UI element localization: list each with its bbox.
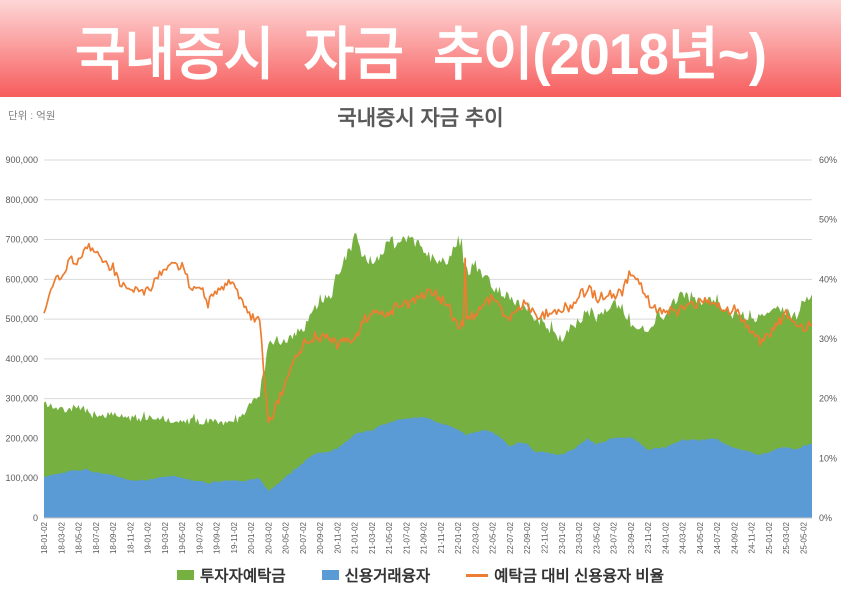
x-tick-label: 21-09-02 [420, 521, 429, 554]
legend-item-ratio: 예탁금 대비 신용융자 비율 [466, 564, 664, 586]
x-tick-label: 18-05-02 [75, 521, 84, 554]
x-tick-label: 25-03-02 [782, 521, 791, 554]
y-left-tick-label: 0 [33, 513, 38, 523]
x-tick-label: 21-01-02 [351, 521, 360, 554]
x-tick-label: 22-03-02 [471, 521, 480, 554]
y-right-tick-label: 60% [819, 155, 837, 165]
x-tick-label: 18-07-02 [92, 521, 101, 554]
x-tick-label: 20-11-02 [333, 521, 342, 553]
y-left-tick-label: 800,000 [5, 195, 38, 205]
x-tick-label: 23-09-02 [627, 521, 636, 554]
margin-loans-area [44, 416, 812, 518]
deposits-swatch [177, 570, 195, 580]
y-left-tick-label: 500,000 [5, 314, 38, 324]
x-tick-label: 23-05-02 [592, 521, 601, 554]
x-tick-label: 20-09-02 [316, 521, 325, 554]
x-tick-label: 21-07-02 [402, 521, 411, 554]
x-tick-label: 19-05-02 [178, 521, 187, 554]
y-right-tick-label: 0% [819, 513, 832, 523]
y-left-tick-label: 700,000 [5, 235, 38, 245]
x-tick-label: 19-11-02 [230, 521, 239, 553]
x-tick-label: 22-11-02 [540, 521, 549, 553]
y-left-tick-label: 100,000 [5, 473, 38, 483]
y-left-tick-label: 400,000 [5, 354, 38, 364]
legend-item-deposits: 투자자예탁금 [177, 564, 286, 586]
x-tick-label: 18-01-02 [40, 521, 49, 554]
x-tick-label: 18-03-02 [57, 521, 66, 554]
x-tick-label: 20-07-02 [299, 521, 308, 554]
banner: 국내증시 자금 추이(2018년~) [0, 0, 841, 97]
x-tick-label: 22-09-02 [523, 521, 532, 554]
x-tick-label: 23-11-02 [644, 521, 653, 553]
x-tick-label: 23-01-02 [558, 521, 567, 554]
x-tick-label: 18-11-02 [126, 521, 135, 553]
x-tick-label: 21-05-02 [385, 521, 394, 554]
y-left-tick-label: 900,000 [5, 155, 38, 165]
x-tick-label: 20-05-02 [282, 521, 291, 554]
x-tick-label: 24-07-02 [713, 521, 722, 554]
y-right-tick-label: 10% [819, 453, 837, 463]
y-left-tick-label: 200,000 [5, 433, 38, 443]
legend-label-deposits: 투자자예탁금 [200, 568, 286, 585]
legend-item-margin-loans: 신용거래융자 [321, 564, 431, 586]
y-left-tick-label: 600,000 [5, 274, 38, 284]
y-right-tick-label: 50% [819, 215, 837, 225]
x-tick-label: 22-01-02 [454, 521, 463, 554]
x-tick-label: 24-05-02 [696, 521, 705, 554]
x-tick-label: 22-05-02 [489, 521, 498, 554]
chart-title: 국내증시 자금 추이 [337, 107, 504, 130]
x-tick-label: 23-07-02 [610, 521, 619, 554]
x-tick-label: 24-11-02 [748, 521, 757, 553]
x-tick-label: 20-01-02 [247, 521, 256, 554]
banner-title: 국내증시 자금 추이(2018년~) [74, 21, 767, 86]
x-tick-label: 19-01-02 [144, 521, 153, 554]
y-left-tick-label: 300,000 [5, 394, 38, 404]
x-tick-label: 23-03-02 [575, 521, 584, 554]
legend-label-margin-loans: 신용거래융자 [344, 568, 431, 585]
y-right-tick-label: 40% [819, 274, 837, 284]
unit-label: 단위 : 억원 [8, 110, 56, 122]
x-tick-label: 24-03-02 [679, 521, 688, 554]
y-right-tick-label: 30% [819, 334, 837, 344]
x-tick-label: 21-03-02 [368, 521, 377, 554]
x-tick-label: 25-05-02 [799, 521, 808, 554]
x-tick-label: 18-09-02 [109, 521, 118, 554]
y-right-tick-label: 20% [819, 394, 837, 404]
x-tick-label: 19-03-02 [161, 521, 170, 554]
legend-label-ratio: 예탁금 대비 신용융자 비율 [494, 568, 664, 585]
x-tick-label: 19-09-02 [213, 521, 222, 554]
x-tick-label: 22-07-02 [506, 521, 515, 554]
x-tick-label: 25-01-02 [765, 521, 774, 554]
x-tick-label: 24-01-02 [661, 521, 670, 554]
margin-loans-swatch [321, 570, 339, 580]
ratio-line-swatch [466, 573, 489, 577]
ratio-line [43, 242, 813, 424]
x-tick-label: 19-07-02 [195, 521, 204, 554]
x-tick-label: 21-11-02 [437, 521, 446, 553]
x-tick-label: 24-09-02 [730, 521, 739, 554]
x-tick-label: 20-03-02 [264, 521, 273, 554]
chart-legend: 투자자예탁금 신용거래융자 예탁금 대비 신용융자 비율 [0, 564, 841, 586]
